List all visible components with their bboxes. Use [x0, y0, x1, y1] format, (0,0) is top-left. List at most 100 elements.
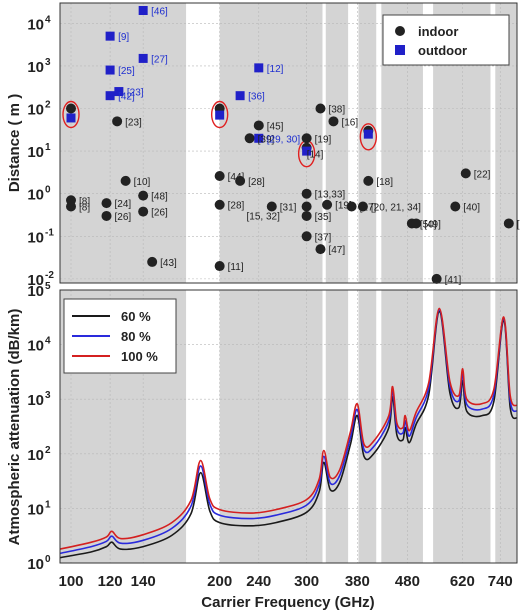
point-label: [49]: [424, 219, 441, 230]
outdoor-point: [105, 31, 115, 41]
y-tick-label: 10: [27, 16, 44, 33]
outdoor-point: [105, 65, 115, 75]
legend-label-100: 100 %: [121, 349, 158, 364]
indoor-point: [253, 120, 264, 131]
indoor-point: [235, 175, 246, 186]
highlight-circle: [62, 100, 80, 129]
point-label: [40]: [463, 203, 480, 214]
x-tick-label: 300: [294, 573, 319, 590]
y-tick-exponent: 0: [45, 554, 51, 565]
point-label: [12]: [267, 64, 284, 75]
frequency-axis-label: Carrier Frequency (GHz): [201, 594, 374, 611]
legend-label-60: 60 %: [121, 309, 151, 324]
indoor-point: [411, 218, 422, 229]
legend-label-80: 80 %: [121, 329, 151, 344]
point-label: [44]: [228, 172, 245, 183]
y-tick-label: 10: [27, 501, 44, 518]
outdoor-point: [114, 87, 124, 97]
x-tick-label: 200: [207, 573, 232, 590]
point-label: [50]: [517, 219, 520, 230]
point-label: [50]: [420, 219, 437, 230]
y-tick-exponent: 1: [45, 142, 51, 153]
indoor-point: [147, 256, 158, 267]
point-label: [24]: [115, 199, 132, 210]
outdoor-point: [138, 6, 148, 16]
indoor-point: [101, 210, 112, 221]
point-label: [26]: [151, 208, 168, 219]
y-tick-exponent: 2: [45, 100, 51, 111]
point-label: [11]: [228, 262, 244, 273]
y-tick-label: 10: [27, 102, 44, 119]
x-tick-label: 240: [246, 573, 271, 590]
indoor-point: [214, 261, 225, 272]
point-label: [23]: [127, 88, 144, 99]
band-shade: [325, 290, 349, 563]
point-label: [35]: [315, 212, 332, 223]
indoor-point: [315, 244, 326, 255]
attenuation-line: [59, 307, 518, 550]
y-tick-exponent: 4: [45, 336, 51, 347]
indoor-point: [66, 201, 77, 212]
x-tick-label: 100: [58, 573, 83, 590]
point-label: [9]: [118, 32, 129, 43]
band-shade: [325, 3, 349, 283]
y-tick-exponent: 3: [45, 57, 51, 68]
indoor-point: [66, 103, 77, 114]
y-tick-exponent: 4: [45, 14, 51, 25]
point-label: [29, 30]: [267, 134, 301, 145]
legend: indoor outdoor: [382, 14, 510, 66]
band-shade: [433, 290, 491, 563]
legend: 60 % 80 % 100 %: [63, 298, 177, 374]
point-label: [22]: [474, 169, 491, 180]
y-tick-exponent: 5: [45, 281, 51, 292]
point-label: [19]: [315, 134, 332, 145]
x-tick-label: 380: [345, 573, 370, 590]
band-shade: [60, 3, 187, 283]
y-tick-exponent: -2: [45, 270, 54, 281]
indoor-point: [214, 199, 225, 210]
indoor-point: [301, 133, 312, 144]
x-tick-label: 120: [98, 573, 123, 590]
y-tick-label: 10: [27, 144, 44, 161]
point-label: [8]: [79, 196, 90, 207]
indoor-point: [315, 103, 326, 114]
x-tick-label: 140: [131, 573, 156, 590]
outdoor-point: [235, 91, 245, 101]
y-tick-exponent: 3: [45, 390, 51, 401]
point-label: [20, 21, 34]: [371, 203, 421, 214]
indoor-point: [357, 201, 368, 212]
indoor-point: [328, 116, 339, 127]
point-label: [43]: [160, 258, 177, 269]
point-label: [39]: [258, 134, 275, 145]
annotation-label: [15, 32]: [247, 211, 281, 222]
outdoor-point: [363, 129, 373, 139]
legend-marker-outdoor: [395, 45, 405, 55]
band-shade: [495, 290, 517, 563]
distance-scatter-panel: [8][8] [24][26][23][10][48][26][43][44][2…: [6, 2, 520, 289]
scatter-points: [66, 6, 514, 284]
point-label: [23]: [125, 117, 142, 128]
x-tick-label: 740: [488, 573, 513, 590]
y-tick-label: 10: [27, 556, 44, 573]
indoor-point: [346, 201, 357, 212]
point-label: [48]: [151, 192, 168, 203]
y-tick-exponent: 1: [45, 499, 51, 510]
band-shade: [358, 290, 377, 563]
indoor-point: [460, 168, 471, 179]
point-label: [26]: [115, 212, 132, 223]
point-label: [38]: [328, 105, 345, 116]
indoor-point: [138, 206, 149, 217]
band-shade: [219, 290, 323, 563]
y-tick-label: 10: [27, 272, 44, 289]
y-tick-label: 10: [27, 229, 44, 246]
y-tick-exponent: 0: [45, 185, 51, 196]
point-label: [31]: [280, 203, 297, 214]
y-tick-label: 10: [27, 447, 44, 464]
point-label: [41]: [445, 275, 462, 286]
y-tick-label: 10: [27, 187, 44, 204]
legend-label-outdoor: outdoor: [418, 43, 467, 58]
legend-label-indoor: indoor: [418, 24, 458, 39]
